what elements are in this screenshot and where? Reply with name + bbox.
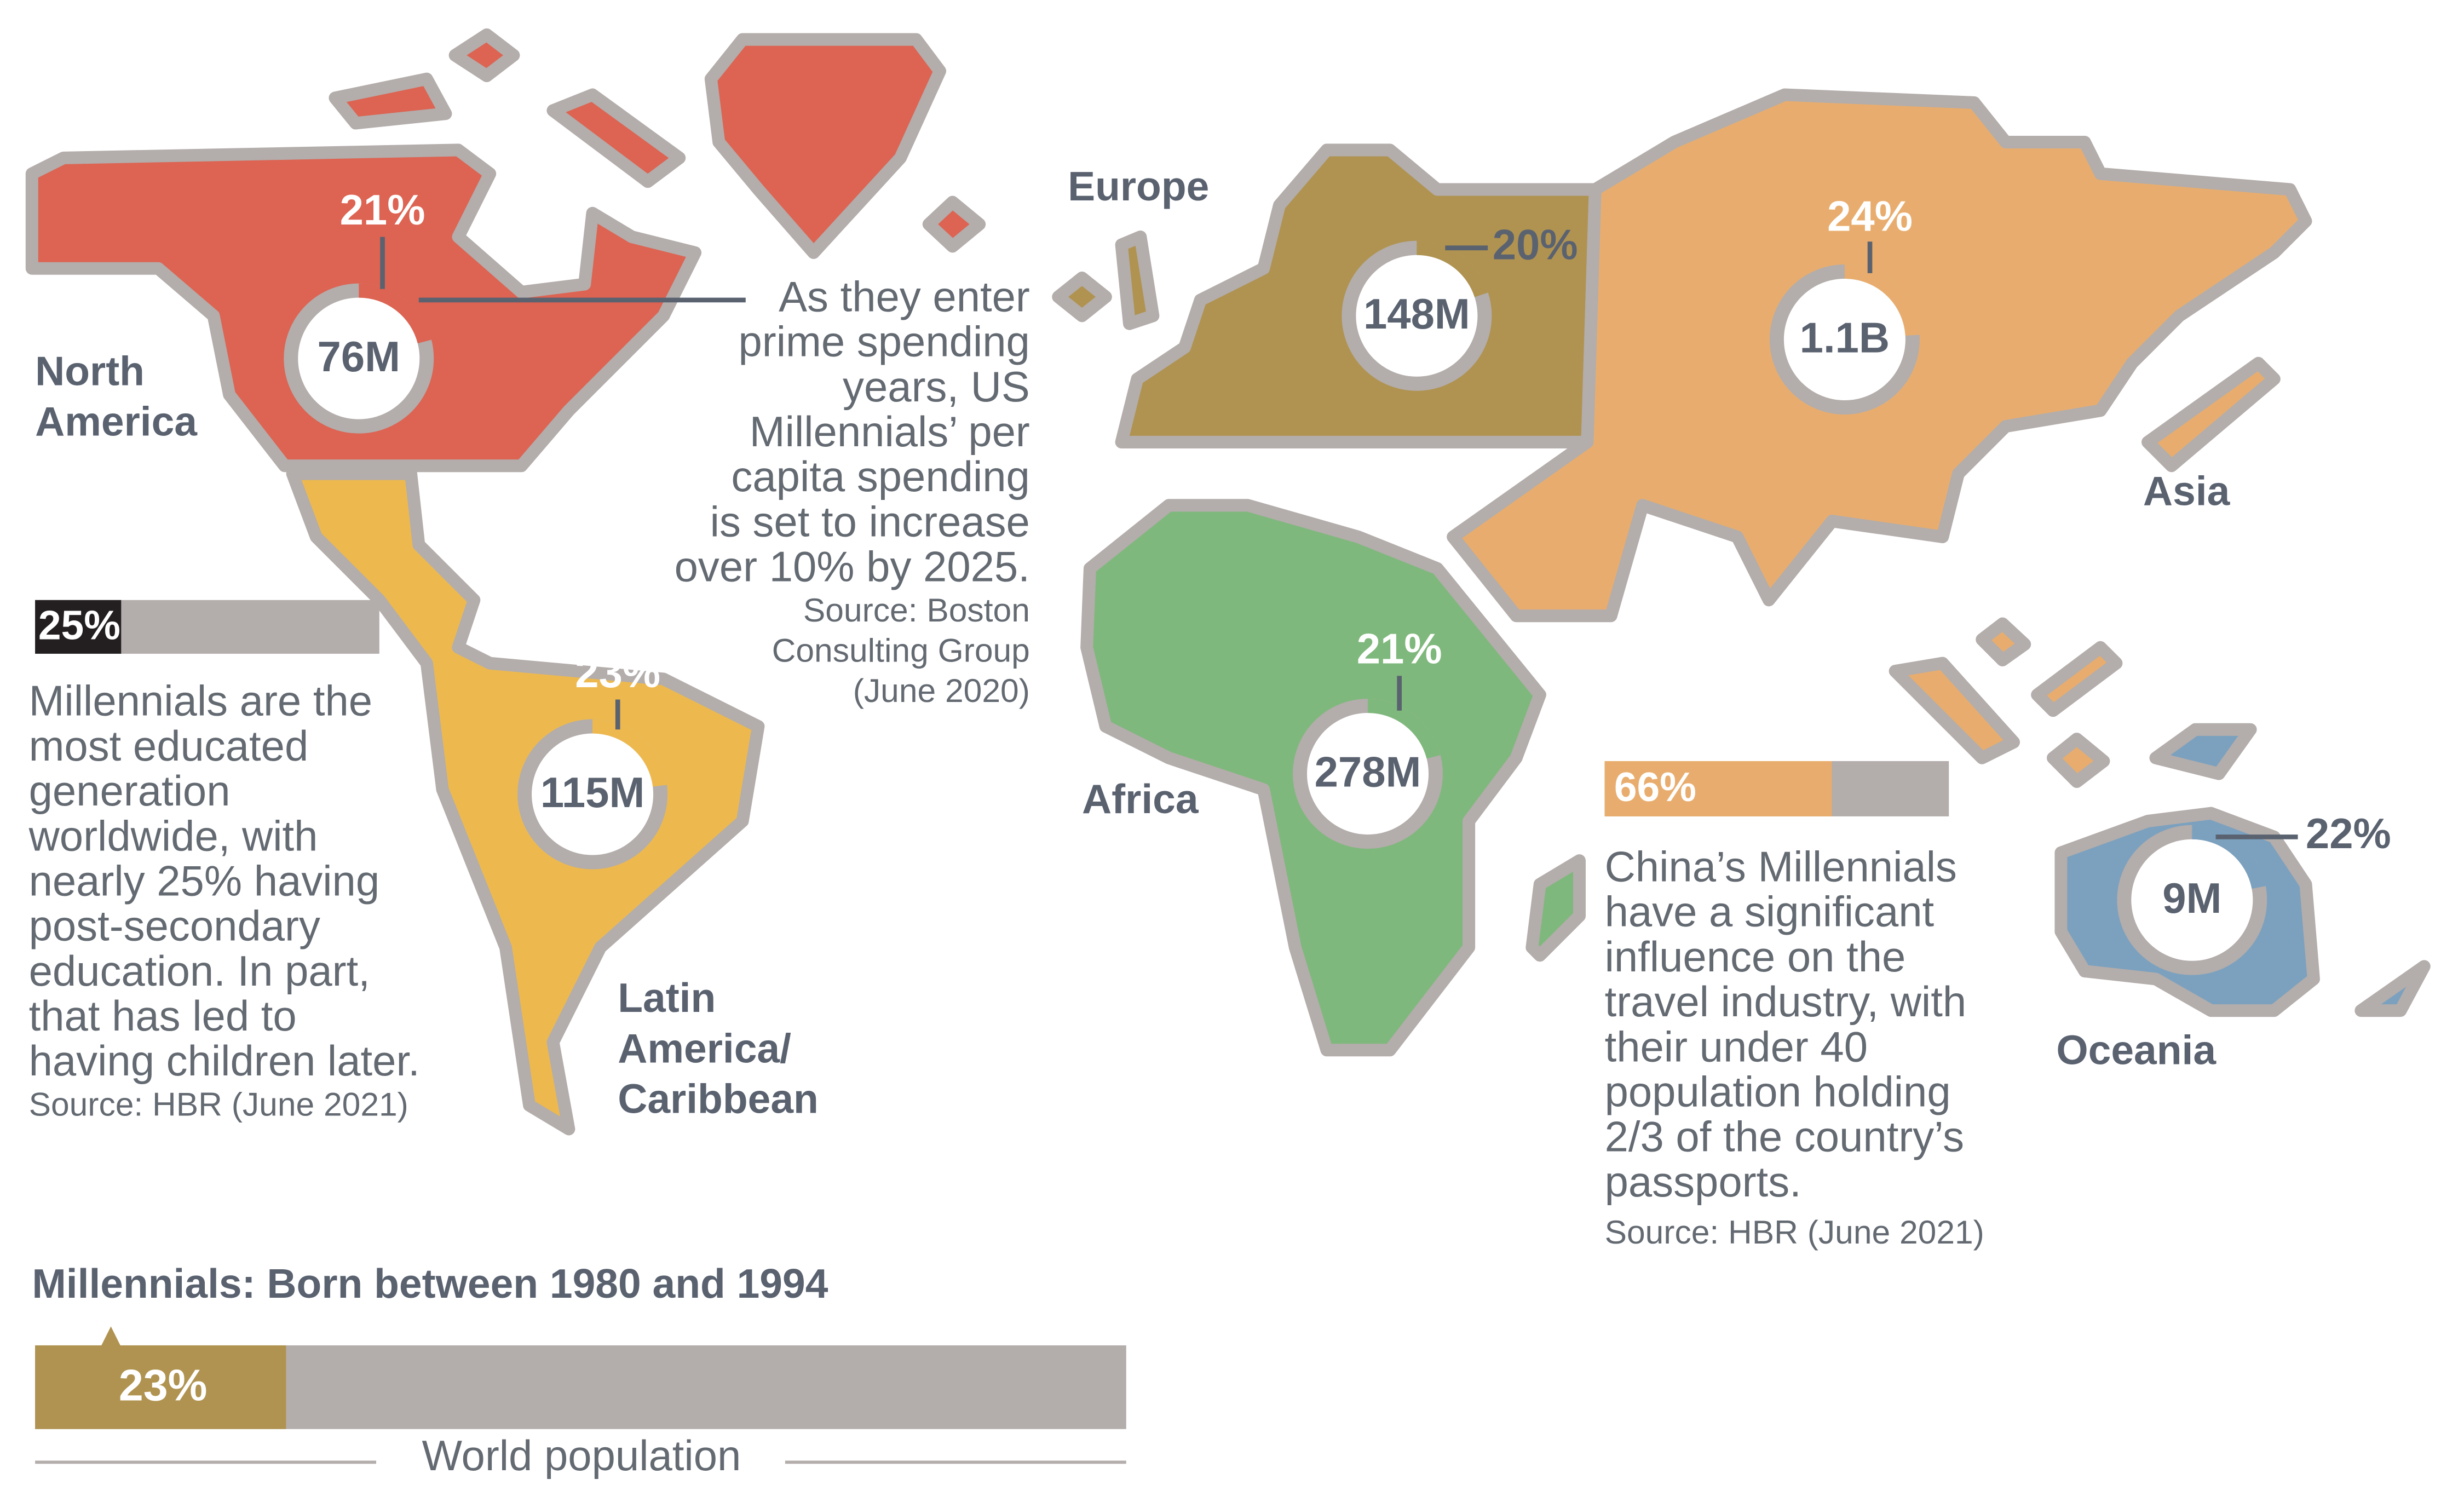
share-label: 22% [2306,810,2391,857]
note-line: post-secondary [29,903,320,950]
population: 148M [1363,291,1470,338]
island [1052,272,1112,323]
note-line: capita spending [731,453,1029,500]
note-line: generation [29,768,231,815]
share-label: 21% [340,187,425,234]
source: Consulting Group [772,631,1030,669]
note-line: passports. [1605,1159,1801,1206]
note-line: have a significant [1605,889,1935,936]
note-line: worldwide, with [28,813,318,860]
source: (June 2020) [853,672,1030,709]
share-label: 20% [1493,221,1578,268]
note-line: having children later. [29,1038,420,1085]
region-name: Oceania [2056,1027,2217,1073]
note-line: 2/3 of the country’s [1605,1114,1964,1161]
note-line: their under 40 [1605,1023,1868,1070]
region-name: America/ [618,1025,791,1071]
bar-label: 25% [38,602,120,648]
world-title: Millennials: Born between 1980 and 1994 [32,1260,828,1306]
donut-share [592,719,667,787]
donut-share [1844,264,1920,336]
note-line: nearly 25% having [29,857,380,905]
share-label: 24% [1827,193,1913,240]
island [2141,356,2281,473]
region-name: Caribbean [618,1076,819,1122]
region-name: Africa [1082,776,1199,822]
source: Source: Boston [803,591,1030,629]
bar [1604,761,1832,816]
island [2047,733,2110,788]
note-line: most educated [29,723,309,770]
note-line: As they enter [779,273,1030,320]
region-name: North [35,348,145,394]
donut-ring [517,719,668,870]
note-line: influence on the [1605,934,1906,981]
note-line: travel industry, with [1605,979,1967,1026]
share-label: 23% [575,649,660,697]
greenland-land [704,33,947,259]
source: Source: HBR (June 2021) [29,1086,408,1123]
source: Source: HBR (June 2021) [1605,1213,1984,1251]
region-name: America [35,399,198,445]
pointer [101,1326,120,1345]
island [1889,657,2020,764]
population: 278M [1315,749,1421,796]
bar-label: 23% [119,1361,208,1411]
note-line: Millennials’ per [750,408,1030,456]
population: 9M [2162,875,2221,922]
island [2354,960,2431,1017]
donut-share [1367,699,1441,759]
island [2031,641,2123,717]
region-name: Latin [618,975,716,1021]
donut-share [358,283,431,344]
donut-share [1417,240,1488,297]
share-label: 21% [1357,626,1442,673]
region-name: Asia [2143,468,2231,514]
bar-label: 66% [1614,764,1696,810]
population: 1.1B [1800,314,1890,361]
region-name: Europe [1068,163,1209,209]
note-line: is set to increase [710,498,1030,545]
island [1976,617,2031,666]
note-line: population holding [1605,1068,1951,1115]
note-line: Millennials are the [29,678,373,725]
island [2149,723,2257,780]
note-line: years, US [843,364,1030,411]
note-line: over 10% by 2025. [675,544,1030,591]
note-line: education. In part, [29,948,370,995]
bar [35,1345,286,1429]
note-line: that has led to [29,993,297,1040]
island [1115,231,1160,330]
population: 76M [318,333,400,381]
bar [35,600,122,654]
population: 115M [540,769,644,816]
madagascar-land [1525,854,1586,962]
note-line: prime spending [739,319,1030,366]
note-line: China’s Millennials [1605,844,1957,891]
donut-share [2192,825,2266,889]
world-caption: World population [422,1432,741,1480]
island [448,28,520,82]
island [546,88,686,188]
island [329,72,452,130]
island [922,195,986,253]
